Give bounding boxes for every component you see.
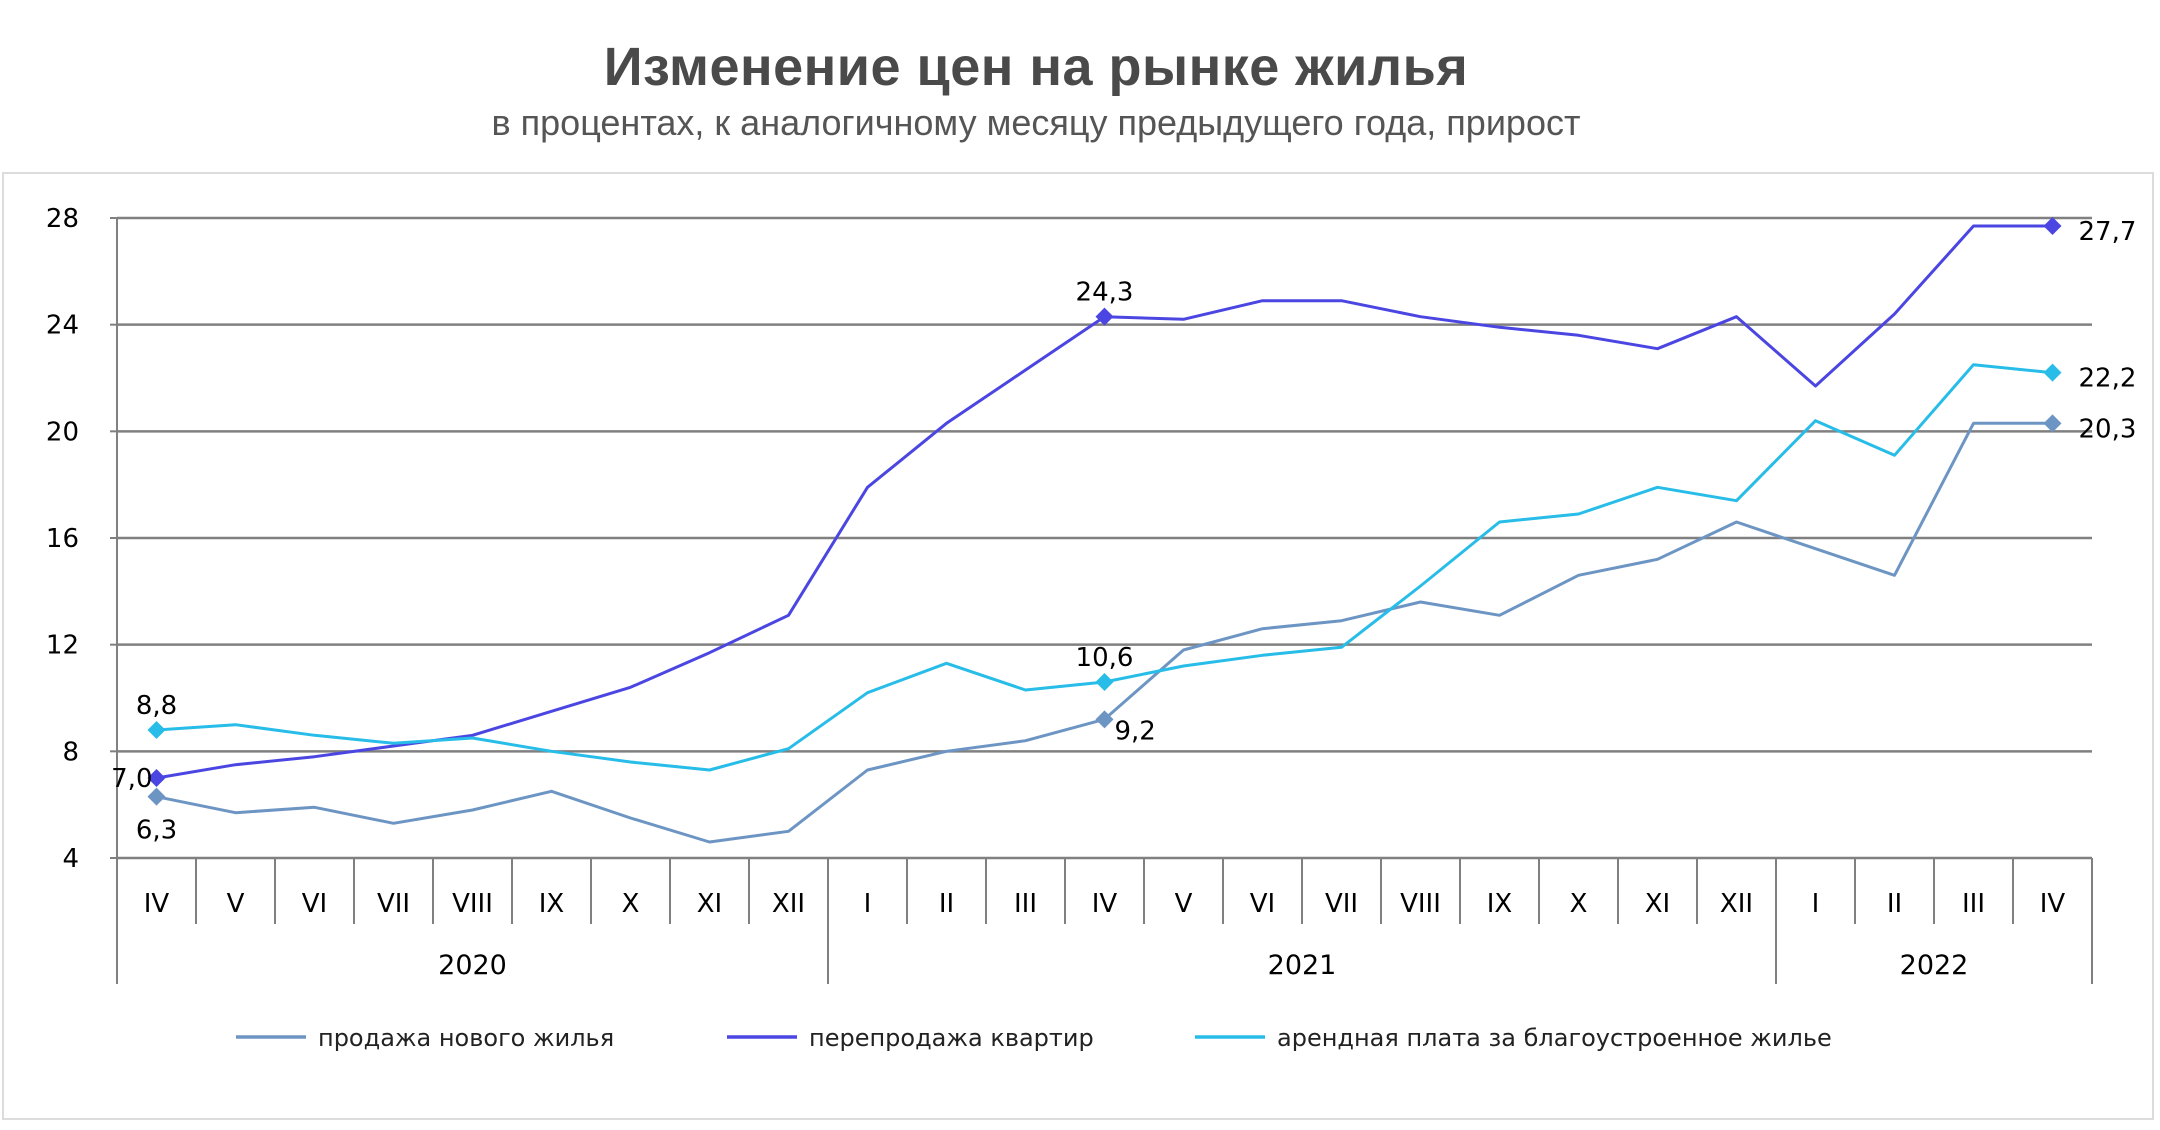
series-line xyxy=(156,363,2053,772)
point-marker xyxy=(1095,710,1114,729)
y-tick-label: 28 xyxy=(46,204,79,234)
x-tick-label: VII xyxy=(377,889,410,919)
x-tick-label: VI xyxy=(302,889,327,919)
y-tick-label: 20 xyxy=(46,417,79,447)
data-label: 10,6 xyxy=(1076,643,1134,673)
chart-frame xyxy=(2,172,2154,1120)
y-tick-label: 24 xyxy=(46,311,79,341)
series-lines xyxy=(147,217,2062,844)
x-tick-label: IV xyxy=(2040,889,2066,919)
data-label: 22,2 xyxy=(2079,364,2137,394)
x-tick-label: IX xyxy=(1487,889,1512,919)
year-label: 2021 xyxy=(1268,950,1337,981)
legend: продажа нового жилья перепродажа квартир а… xyxy=(236,1024,1832,1052)
series-line xyxy=(156,421,2053,844)
data-label: 27,7 xyxy=(2079,217,2137,247)
x-tick-label: VIII xyxy=(1400,889,1441,919)
chart-subtitle: в процентах, к аналогичному месяцу преды… xyxy=(491,102,1581,143)
x-tick-label: IV xyxy=(1092,889,1118,919)
x-axis: IV V VI VII VIII IX X XI XII I II III IV V VI VII VIII IX… xyxy=(116,856,2093,984)
x-tick-label: IX xyxy=(539,889,564,919)
legend-entry: перепродажа квартир xyxy=(809,1024,1094,1052)
x-tick-label: VI xyxy=(1250,889,1275,919)
x-tick-label: VII xyxy=(1325,889,1358,919)
y-tick-label: 12 xyxy=(46,631,79,661)
data-label: 20,3 xyxy=(2079,414,2137,444)
x-tick-label: II xyxy=(1887,889,1902,919)
year-label: 2020 xyxy=(438,950,507,981)
x-tick-label: II xyxy=(939,889,954,919)
point-marker xyxy=(147,769,166,787)
data-labels: 6,3 9,2 20,3 7,0 24,3 27,7 8,8 10,6 22,2 xyxy=(111,217,2136,846)
x-tick-label: IV xyxy=(144,889,170,919)
x-tick-label: III xyxy=(1962,889,1985,919)
point-marker xyxy=(1095,673,1114,691)
data-label: 9,2 xyxy=(1115,716,1156,746)
x-tick-label: X xyxy=(1570,889,1588,919)
y-tick-label: 4 xyxy=(62,844,79,874)
data-label: 7,0 xyxy=(111,764,152,794)
y-axis: 4 8 12 16 20 24 28 xyxy=(46,204,118,874)
x-tick-label: I xyxy=(864,889,872,919)
chart-title: Изменение цен на рынке жилья xyxy=(603,37,1469,97)
x-tick-label: V xyxy=(227,889,245,919)
point-marker xyxy=(147,787,166,806)
x-tick-label: III xyxy=(1014,889,1037,919)
point-marker xyxy=(147,721,166,739)
y-tick-label: 8 xyxy=(62,737,79,767)
x-tick-label: I xyxy=(1812,889,1820,919)
point-marker xyxy=(2043,363,2062,382)
legend-entry: продажа нового жилья xyxy=(318,1024,614,1052)
data-label: 6,3 xyxy=(136,816,177,846)
point-marker xyxy=(2043,217,2062,235)
point-marker xyxy=(1095,307,1114,326)
y-tick-label: 16 xyxy=(46,524,79,554)
data-label: 8,8 xyxy=(136,691,177,721)
legend-entry: арендная плата за благоустроенное жилье xyxy=(1277,1024,1832,1052)
x-tick-label: V xyxy=(1175,889,1193,919)
year-label: 2022 xyxy=(1900,950,1969,981)
point-marker xyxy=(2043,414,2062,433)
x-tick-label: XII xyxy=(1720,889,1753,919)
data-label: 24,3 xyxy=(1076,278,1134,308)
x-tick-label: XI xyxy=(1645,889,1670,919)
x-tick-label: X xyxy=(622,889,640,919)
x-tick-label: XI xyxy=(697,889,722,919)
x-tick-label: VIII xyxy=(452,889,493,919)
x-tick-label: XII xyxy=(772,889,805,919)
